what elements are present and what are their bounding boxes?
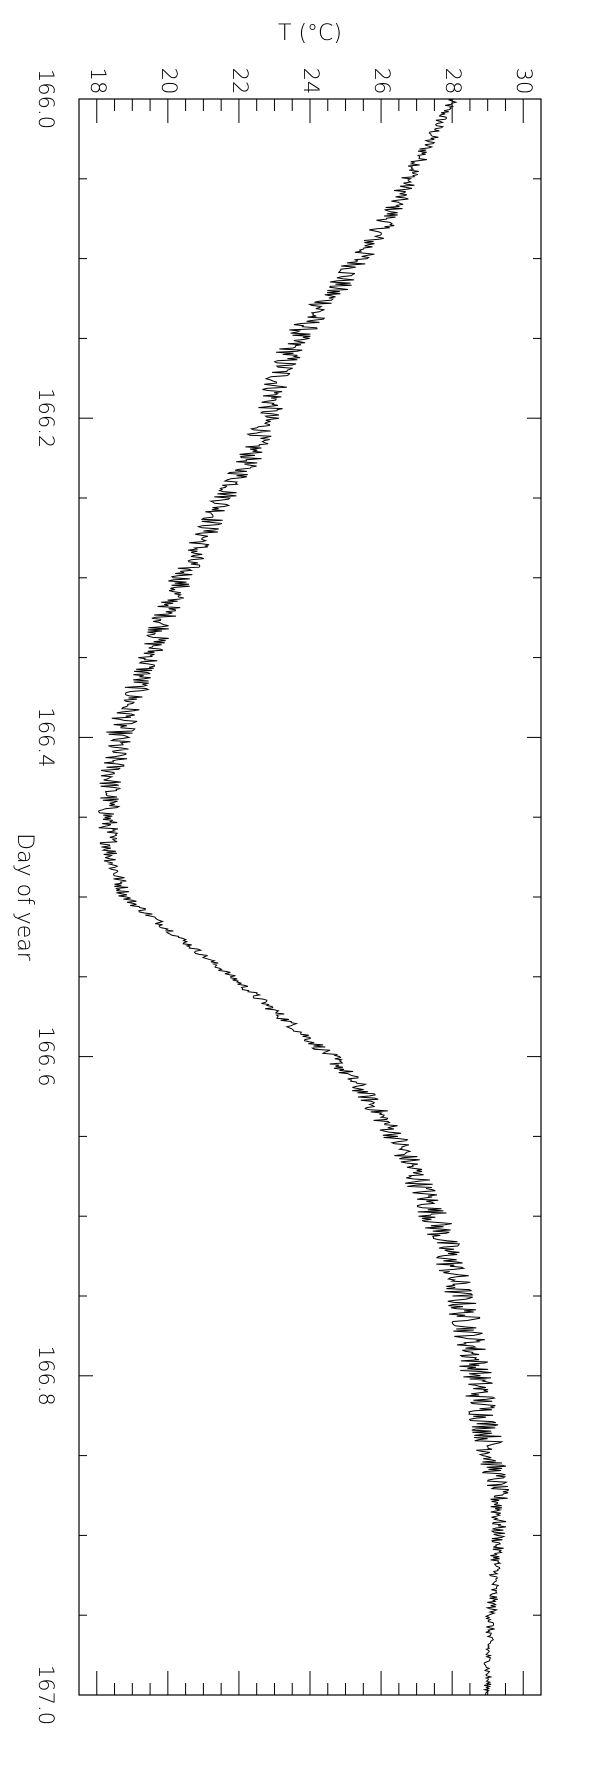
day-tick-label: 166.0	[34, 69, 58, 129]
day-tick-label: 166.6	[34, 1027, 58, 1087]
temp-tick-label: 18	[86, 68, 110, 95]
y-axis-title: T (°C)	[278, 21, 342, 46]
temp-tick-label: 30	[512, 68, 536, 95]
temp-tick-label: 22	[228, 68, 252, 95]
plot-frame	[78, 98, 542, 1696]
day-tick-label: 166.4	[34, 707, 58, 767]
tick-marks	[79, 98, 541, 1696]
day-tick-label: 167.0	[34, 1665, 58, 1725]
temp-tick-label: 24	[299, 68, 323, 95]
x-axis-title: Day of year	[12, 833, 37, 962]
day-tick-label: 166.2	[34, 388, 58, 448]
day-tick-label: 166.8	[34, 1346, 58, 1406]
temp-tick-label: 26	[370, 68, 394, 95]
tick-labels: 18 20 22 24 26 28 30 166.0 166.2 166.4 166.6 166.8 1…	[34, 68, 536, 1725]
temp-tick-label: 28	[441, 68, 465, 95]
temperature-series-line	[98, 98, 510, 1696]
temp-tick-label: 20	[157, 68, 181, 95]
